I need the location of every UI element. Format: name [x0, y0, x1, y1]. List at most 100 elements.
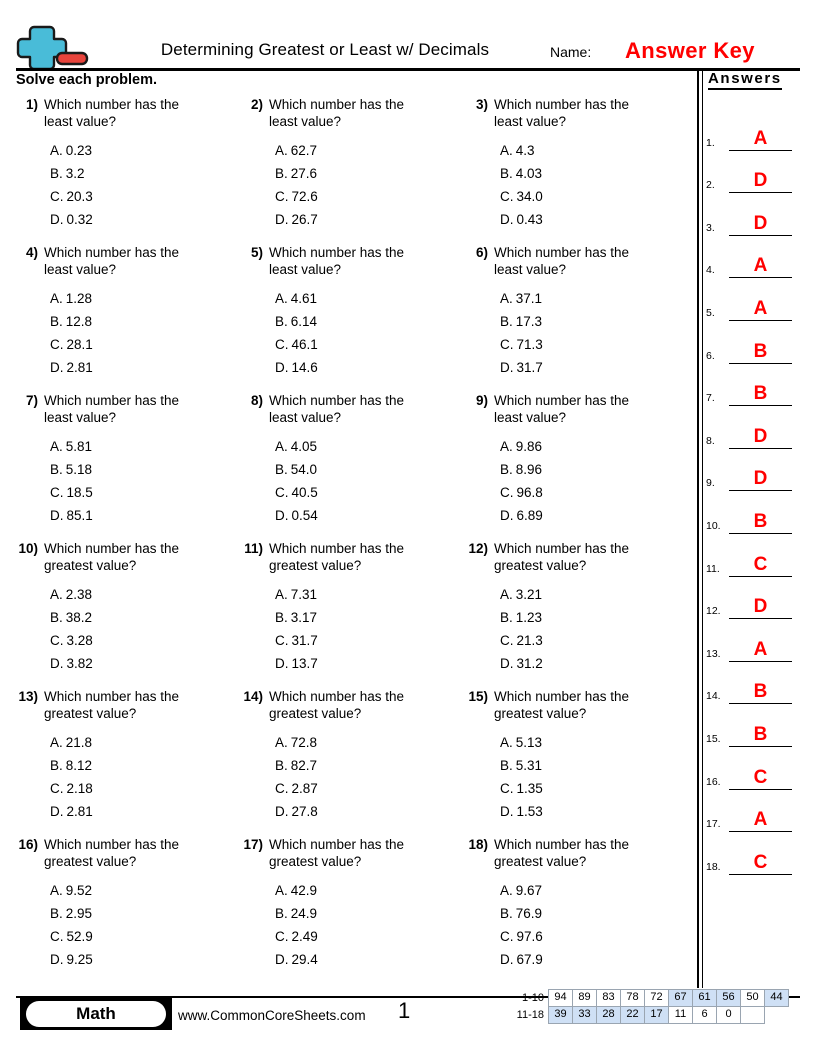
- choice-option[interactable]: D. 29.4: [275, 948, 464, 971]
- answer-blank[interactable]: D: [729, 469, 792, 492]
- choice-option[interactable]: B. 4.03: [500, 162, 690, 185]
- choice-option[interactable]: C. 18.5: [50, 481, 239, 504]
- choice-option[interactable]: B. 12.8: [50, 310, 239, 333]
- choice-option[interactable]: B. 5.31: [500, 754, 690, 777]
- grade-scale-cell: 72: [644, 989, 669, 1007]
- choice-option[interactable]: C. 3.28: [50, 629, 239, 652]
- choice-option[interactable]: D. 3.82: [50, 652, 239, 675]
- choice-option[interactable]: B. 27.6: [275, 162, 464, 185]
- choice-option[interactable]: A. 5.81: [50, 435, 239, 458]
- answers-list: 1. A 2. D 3. D 4. A 5. A 6. B 7. B 8. D 9. D 10. B 11. C 12. D 1…: [706, 108, 806, 875]
- choice-option[interactable]: D. 6.89: [500, 504, 690, 527]
- choice-option[interactable]: A. 1.28: [50, 287, 239, 310]
- choice-option[interactable]: D. 0.54: [275, 504, 464, 527]
- choice-option[interactable]: B. 3.17: [275, 606, 464, 629]
- answer-blank[interactable]: B: [729, 682, 792, 705]
- choice-option[interactable]: B. 2.95: [50, 902, 239, 925]
- choice-option[interactable]: D. 2.81: [50, 356, 239, 379]
- choice-option[interactable]: A. 9.67: [500, 879, 690, 902]
- choice-option[interactable]: C. 71.3: [500, 333, 690, 356]
- answer-blank[interactable]: B: [729, 341, 792, 364]
- choice-option[interactable]: A. 2.38: [50, 583, 239, 606]
- answer-blank[interactable]: C: [729, 767, 792, 790]
- choice-option[interactable]: A. 9.86: [500, 435, 690, 458]
- answer-row: 2. D: [706, 151, 806, 194]
- choice-option[interactable]: A. 42.9: [275, 879, 464, 902]
- answer-blank[interactable]: C: [729, 554, 792, 577]
- choice-option[interactable]: D. 14.6: [275, 356, 464, 379]
- choice-option[interactable]: B. 82.7: [275, 754, 464, 777]
- choice-option[interactable]: B. 38.2: [50, 606, 239, 629]
- choice-letter: C.: [500, 929, 514, 944]
- answer-blank[interactable]: B: [729, 511, 792, 534]
- choice-option[interactable]: B. 24.9: [275, 902, 464, 925]
- choice-option[interactable]: D. 9.25: [50, 948, 239, 971]
- choice-option[interactable]: B. 5.18: [50, 458, 239, 481]
- problem-9: 9) Which number has the least value? A. 9.8…: [464, 392, 690, 540]
- choice-option[interactable]: D. 26.7: [275, 208, 464, 231]
- choice-option[interactable]: A. 7.31: [275, 583, 464, 606]
- choice-option[interactable]: C. 2.18: [50, 777, 239, 800]
- choice-option[interactable]: C. 1.35: [500, 777, 690, 800]
- choice-option[interactable]: D. 31.2: [500, 652, 690, 675]
- answer-blank[interactable]: A: [729, 298, 792, 321]
- choice-option[interactable]: C. 2.87: [275, 777, 464, 800]
- choice-option[interactable]: B. 6.14: [275, 310, 464, 333]
- choice-option[interactable]: A. 5.13: [500, 731, 690, 754]
- problems-grid: 1) Which number has the least value? A. 0.2…: [14, 96, 690, 984]
- choice-option[interactable]: C. 2.49: [275, 925, 464, 948]
- choice-option[interactable]: A. 9.52: [50, 879, 239, 902]
- choice-option[interactable]: A. 21.8: [50, 731, 239, 754]
- answer-blank[interactable]: D: [729, 171, 792, 194]
- choice-option[interactable]: A. 3.21: [500, 583, 690, 606]
- choice-option[interactable]: D. 0.32: [50, 208, 239, 231]
- choice-option[interactable]: A. 0.23: [50, 139, 239, 162]
- choice-option[interactable]: C. 28.1: [50, 333, 239, 356]
- choice-option[interactable]: C. 52.9: [50, 925, 239, 948]
- choice-option[interactable]: C. 34.0: [500, 185, 690, 208]
- choice-option[interactable]: D. 0.43: [500, 208, 690, 231]
- choice-option[interactable]: D. 2.81: [50, 800, 239, 823]
- choice-option[interactable]: A. 62.7: [275, 139, 464, 162]
- answer-blank[interactable]: A: [729, 639, 792, 662]
- choice-option[interactable]: D. 31.7: [500, 356, 690, 379]
- choice-option[interactable]: B. 1.23: [500, 606, 690, 629]
- answer-blank[interactable]: B: [729, 724, 792, 747]
- problem-header: 4) Which number has the least value?: [14, 244, 239, 278]
- choice-option[interactable]: C. 21.3: [500, 629, 690, 652]
- choice-option[interactable]: A. 72.8: [275, 731, 464, 754]
- problem-choices: A. 37.1 B. 17.3 C. 71.3 D. 31.7: [464, 287, 690, 379]
- answer-blank[interactable]: A: [729, 810, 792, 833]
- answer-blank[interactable]: C: [729, 852, 792, 875]
- choice-option[interactable]: C. 72.6: [275, 185, 464, 208]
- choice-option[interactable]: D. 67.9: [500, 948, 690, 971]
- choice-option[interactable]: C. 97.6: [500, 925, 690, 948]
- choice-option[interactable]: C. 46.1: [275, 333, 464, 356]
- choice-option[interactable]: C. 31.7: [275, 629, 464, 652]
- choice-option[interactable]: B. 76.9: [500, 902, 690, 925]
- answer-blank[interactable]: B: [729, 384, 792, 407]
- choice-option[interactable]: C. 40.5: [275, 481, 464, 504]
- choice-option[interactable]: A. 4.61: [275, 287, 464, 310]
- choice-option[interactable]: B. 17.3: [500, 310, 690, 333]
- choice-option[interactable]: C. 20.3: [50, 185, 239, 208]
- choice-option[interactable]: B. 8.96: [500, 458, 690, 481]
- choice-value: 18.5: [66, 485, 93, 500]
- choice-option[interactable]: B. 8.12: [50, 754, 239, 777]
- choice-option[interactable]: D. 1.53: [500, 800, 690, 823]
- choice-option[interactable]: D. 85.1: [50, 504, 239, 527]
- choice-letter: A.: [275, 883, 288, 898]
- choice-option[interactable]: C. 96.8: [500, 481, 690, 504]
- answer-blank[interactable]: A: [729, 256, 792, 279]
- answer-blank[interactable]: A: [729, 128, 792, 151]
- answer-blank[interactable]: D: [729, 426, 792, 449]
- choice-option[interactable]: D. 13.7: [275, 652, 464, 675]
- answer-blank[interactable]: D: [729, 213, 792, 236]
- choice-option[interactable]: A. 4.3: [500, 139, 690, 162]
- choice-option[interactable]: B. 3.2: [50, 162, 239, 185]
- choice-option[interactable]: D. 27.8: [275, 800, 464, 823]
- choice-option[interactable]: B. 54.0: [275, 458, 464, 481]
- answer-blank[interactable]: D: [729, 597, 792, 620]
- choice-option[interactable]: A. 37.1: [500, 287, 690, 310]
- choice-option[interactable]: A. 4.05: [275, 435, 464, 458]
